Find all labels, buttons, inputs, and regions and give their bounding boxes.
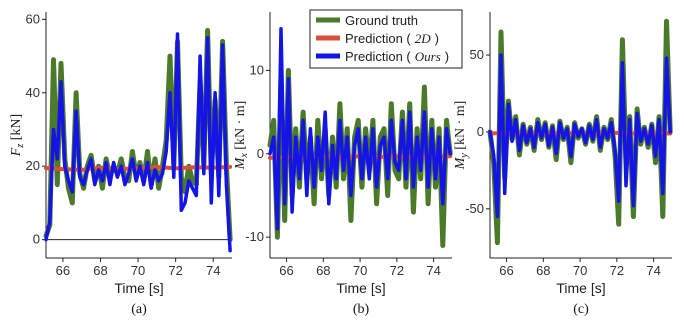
y-label-symbol: M (233, 156, 248, 170)
x-tick-label: 72 (610, 263, 624, 278)
x-tick-label: 74 (646, 263, 660, 278)
series-line-ours (44, 32, 232, 253)
x-tick-label: 70 (131, 263, 145, 278)
x-tick-label: 66 (56, 263, 70, 278)
y-tick-label: 10 (250, 62, 264, 77)
y-tick-label: 0 (33, 232, 40, 247)
x-tick-label: 66 (279, 263, 293, 278)
y-tick-label: 50 (470, 47, 484, 62)
series-line-ours (488, 53, 672, 219)
x-axis-label: Time [s] (336, 280, 385, 296)
panel-caption: (b) (353, 302, 370, 317)
panel-b: -10 0 10 66 68 70 72 74 Time [s] (b) Mx [kN · m] (233, 12, 453, 317)
x-axis-label: Time [s] (114, 280, 163, 296)
x-tick-label: 74 (426, 263, 440, 278)
y-axis-label: My [kN · m] (453, 101, 470, 171)
y-tick-label: -50 (465, 201, 484, 216)
x-tick-label: 68 (316, 263, 330, 278)
x-tick-label: 66 (499, 263, 513, 278)
y-axis-label: Fz [kN] (9, 114, 26, 157)
y-label-subscript: z (15, 144, 26, 149)
legend-label-truth: Ground truth (345, 13, 418, 28)
y-label-symbol: M (453, 156, 468, 170)
legend-label-2d: Prediction ( 2D ) (345, 30, 439, 47)
y-label-unit: [kN · m] (453, 101, 468, 154)
y-label-subscript: x (239, 153, 250, 159)
x-tick-label: 70 (353, 263, 367, 278)
y-tick-label: 0 (477, 124, 484, 139)
x-tick-label: 72 (168, 263, 182, 278)
panel-caption: (a) (131, 302, 147, 317)
y-label-subscript: y (459, 153, 470, 159)
y-label-unit: [kN] (9, 114, 24, 144)
x-tick-label: 72 (390, 263, 404, 278)
legend: Ground truth Prediction ( 2D ) Predictio… (309, 9, 463, 69)
panel-c: -50 0 50 66 68 70 72 74 Time [s] (c) My [kN · m] (453, 12, 673, 317)
x-tick-label: 68 (536, 263, 550, 278)
panel-caption: (c) (573, 302, 589, 317)
x-tick-label: 70 (573, 263, 587, 278)
y-tick-label: 60 (26, 11, 40, 26)
x-axis-label: Time [s] (556, 280, 605, 296)
y-axis-label: Mx [kN · m] (233, 101, 250, 171)
y-tick-label: 40 (26, 85, 40, 100)
y-label-unit: [kN · m] (233, 101, 248, 154)
legend-label-ours: Prediction ( Ours ) (345, 48, 449, 65)
x-tick-label: 74 (206, 263, 220, 278)
series-line-ours (268, 26, 452, 231)
y-tick-label: 20 (26, 158, 40, 173)
y-tick-label: 0 (257, 146, 264, 161)
y-tick-label: -10 (245, 229, 264, 244)
y-label-symbol: F (9, 147, 24, 157)
panel-a: 0 20 40 60 66 68 70 72 74 Time [s] (a) Fz [kN] (9, 11, 233, 317)
x-tick-label: 68 (93, 263, 107, 278)
